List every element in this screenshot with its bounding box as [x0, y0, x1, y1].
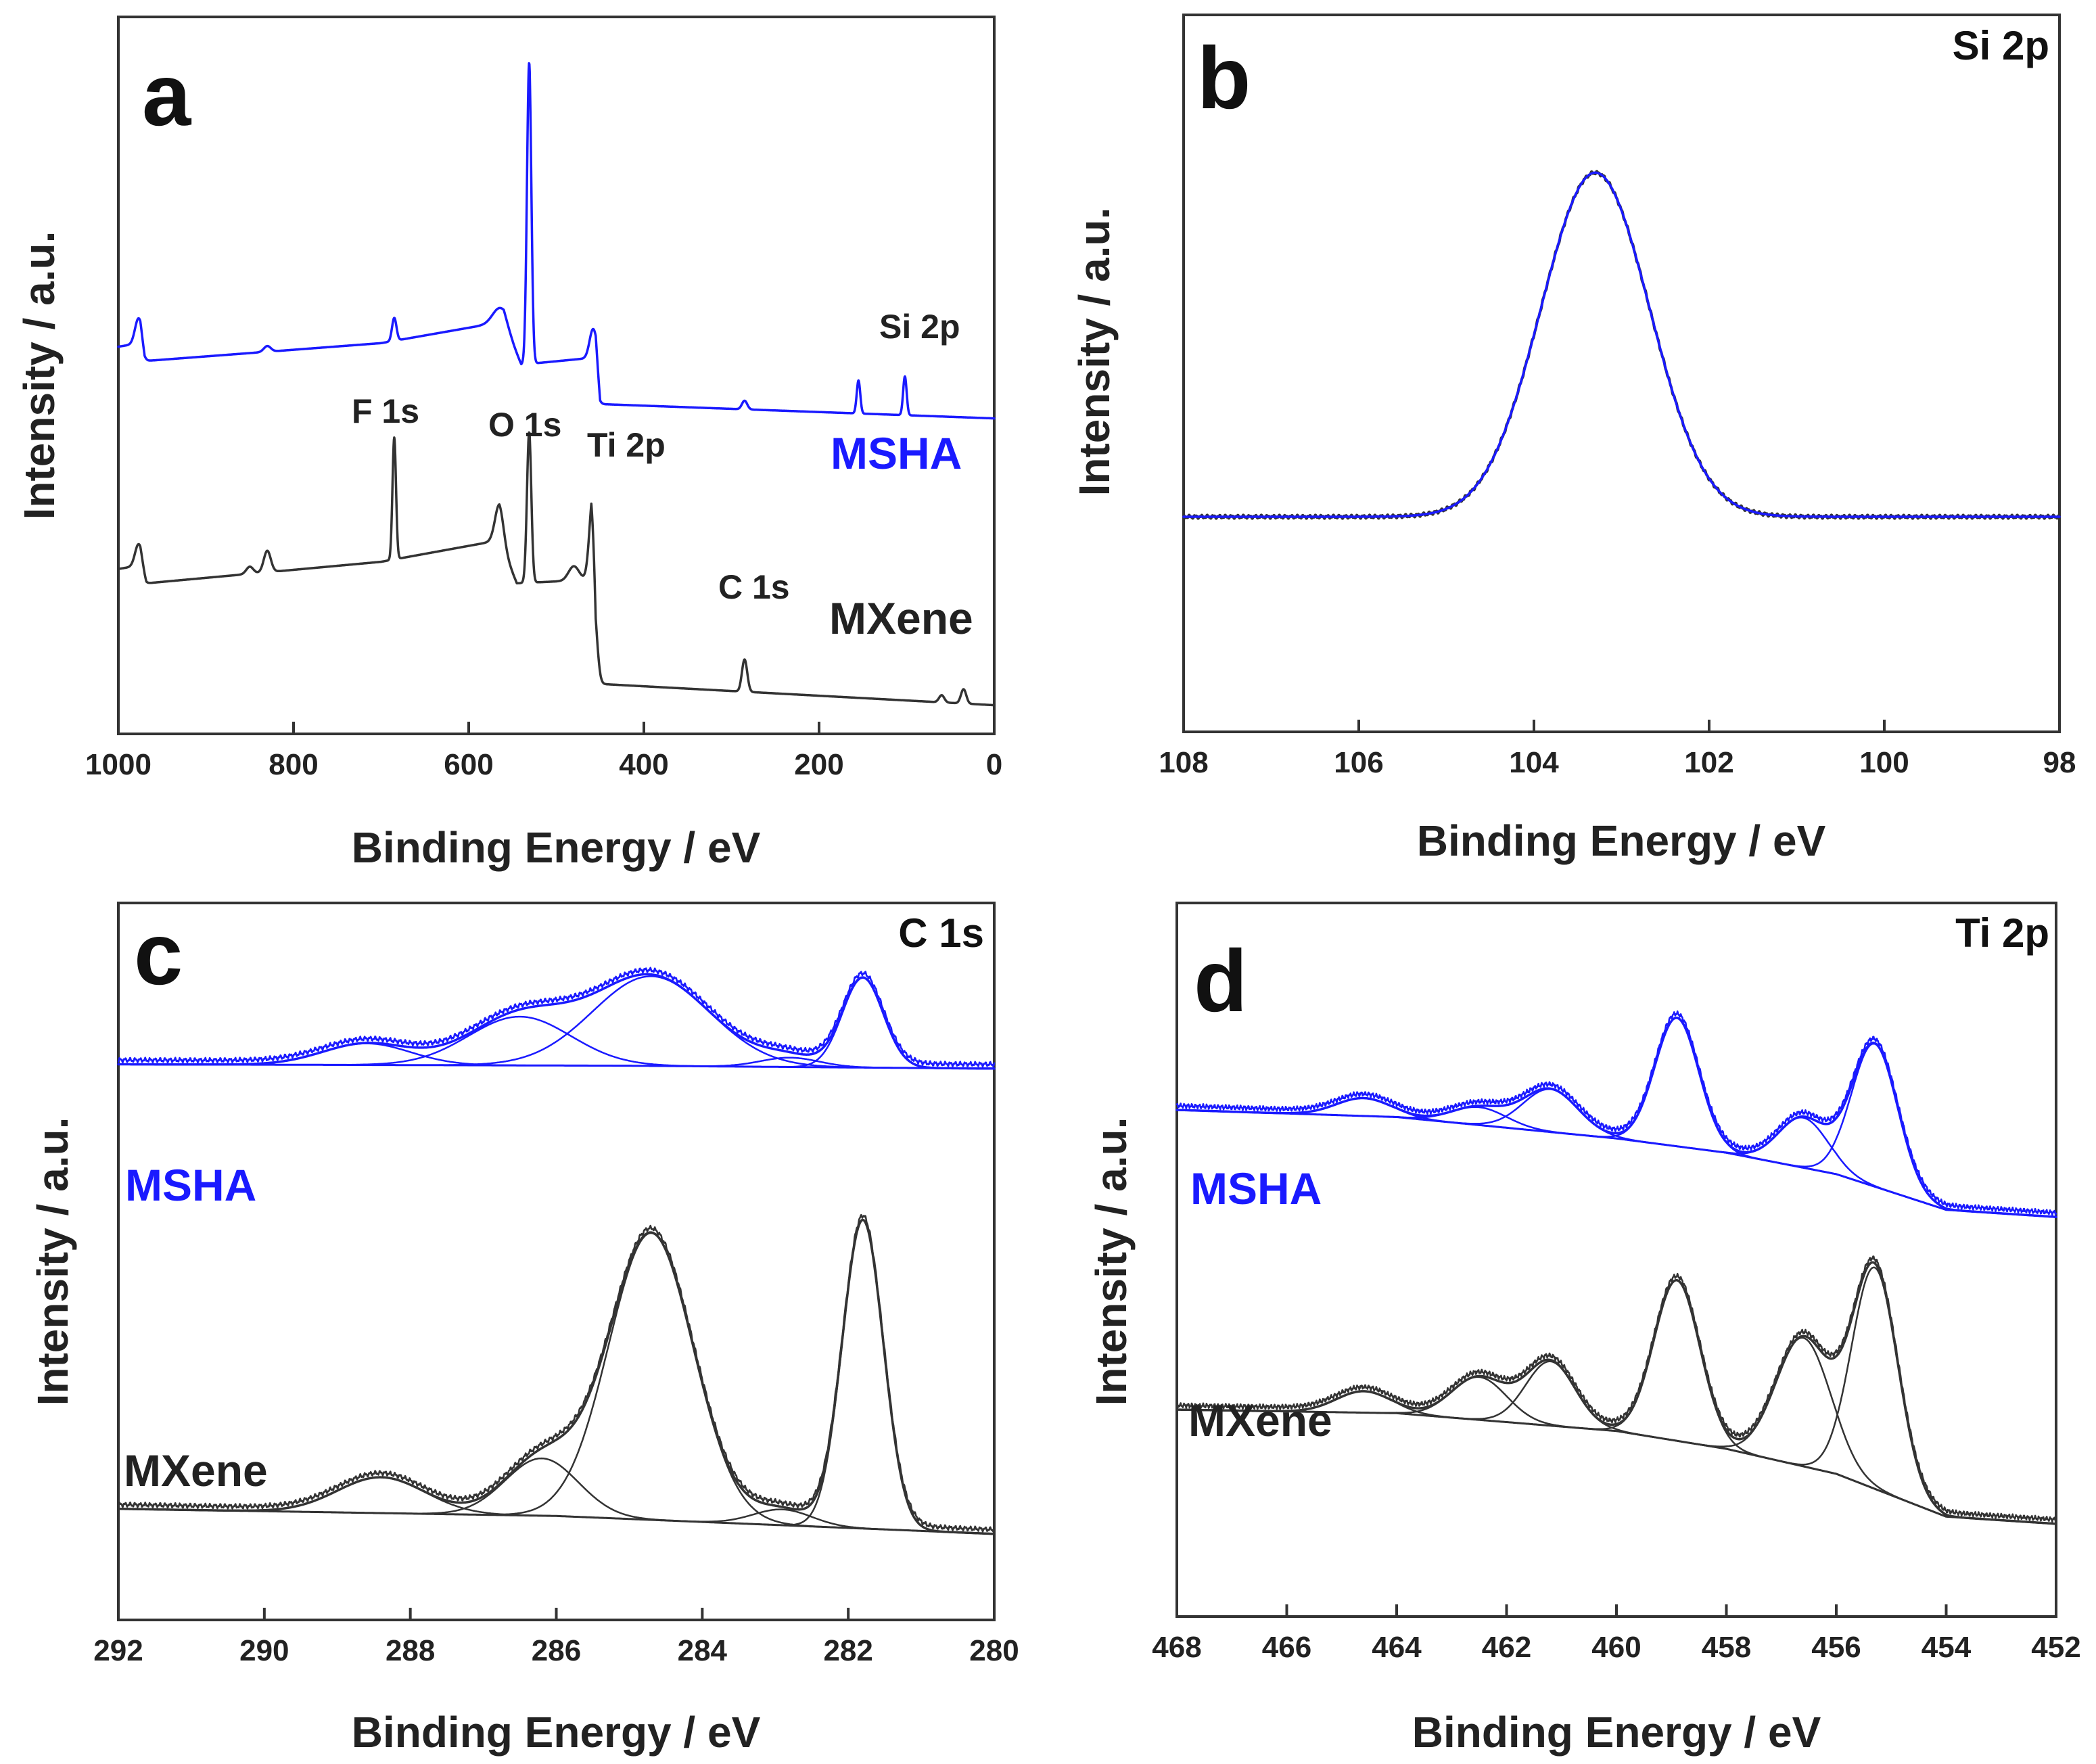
panel-c-tick-label: 292 — [93, 1634, 143, 1667]
fit-mxene-raw — [1175, 1255, 2057, 1523]
fit-mxene-raw — [117, 1213, 996, 1533]
panel-c-curves — [117, 967, 996, 1535]
fit-msha-raw — [117, 967, 996, 1068]
panel-c-mxene-label: MXene — [124, 1445, 268, 1495]
panel-a-msha-label: MSHA — [831, 428, 962, 478]
panel-d-tick-label: 458 — [1702, 1631, 1751, 1664]
panel-b-title: Si 2p — [1953, 23, 2049, 68]
panel-b-tick-label: 108 — [1159, 746, 1208, 779]
panel-d-tick-label: 468 — [1152, 1631, 1201, 1664]
series-fit-line — [1182, 171, 2061, 518]
panel-c-plot-frame — [117, 902, 996, 1621]
fit-msha-raw — [1175, 1010, 2057, 1216]
panel-a-letter: a — [142, 45, 192, 144]
panel-a-x-label: Binding Energy / eV — [352, 823, 761, 872]
panel-c-tick-label: 286 — [532, 1634, 581, 1667]
panel-a-plot-frame — [117, 16, 996, 735]
panel-d-x-ticks: 468 466 464 462 460 458 456 454 452 — [1152, 1604, 2081, 1664]
panel-a-mxene-label: MXene — [829, 593, 973, 643]
panel-a-tick-label: 0 — [986, 748, 1002, 781]
panel-d-tick-label: 464 — [1372, 1631, 1422, 1664]
panel-b-plot-frame — [1182, 14, 2061, 733]
panel-c-x-ticks: 292 290 288 286 284 282 280 — [93, 1608, 1019, 1667]
annotation-o1s: O 1s — [488, 406, 561, 444]
panel-b-tick-label: 100 — [1859, 746, 1909, 779]
panel-d-x-label: Binding Energy / eV — [1412, 1708, 1821, 1757]
panel-b-curves — [1182, 170, 2061, 520]
panel-c-tick-label: 288 — [386, 1634, 435, 1667]
fit-msha-envelope — [1175, 1017, 2057, 1218]
panel-d-title: Ti 2p — [1955, 910, 2049, 956]
panel-c-tick-label: 290 — [239, 1634, 289, 1667]
panel-d-y-label: Intensity / a.u. — [1087, 1117, 1136, 1406]
panel-b-tick-label: 104 — [1509, 746, 1559, 779]
panel-d-tick-label: 454 — [1922, 1631, 1972, 1664]
series-raw-line — [1182, 170, 2061, 520]
fit-msha-component — [117, 977, 996, 1070]
panel-a-curves — [117, 62, 996, 707]
annotation-f1s: F 1s — [352, 392, 419, 430]
panel-b-y-label: Intensity / a.u. — [1070, 208, 1119, 496]
panel-b-si2p: 108 106 104 102 100 98 b Si 2p Binding Energy… — [1070, 14, 2076, 865]
series-mxene-line — [117, 431, 996, 707]
annotation-si2p: Si 2p — [879, 308, 960, 346]
panel-d-tick-label: 466 — [1262, 1631, 1311, 1664]
panel-c-y-label: Intensity / a.u. — [28, 1117, 77, 1406]
panel-c-tick-label: 284 — [678, 1634, 728, 1667]
panel-a-tick-label: 1000 — [85, 748, 152, 781]
panel-c-title: C 1s — [898, 910, 984, 956]
panel-a-y-label: Intensity / a.u. — [15, 231, 64, 520]
panel-a-tick-label: 800 — [269, 748, 318, 781]
panel-d-tick-label: 462 — [1482, 1631, 1531, 1664]
fit-msha-component — [117, 1015, 996, 1070]
panel-d-tick-label: 460 — [1591, 1631, 1641, 1664]
series-msha-line — [117, 62, 996, 420]
panel-d-msha-label: MSHA — [1190, 1163, 1322, 1213]
fit-msha-envelope — [117, 973, 996, 1070]
panel-d-ti2p: 468 466 464 462 460 458 456 454 452 d Ti 2p MSHA… — [1087, 902, 2081, 1757]
panel-b-tick-label: 102 — [1684, 746, 1733, 779]
panel-a-tick-label: 400 — [619, 748, 668, 781]
panel-b-x-label: Binding Energy / eV — [1417, 816, 1826, 865]
panel-c-tick-label: 280 — [969, 1634, 1019, 1667]
annotation-ti2p: Ti 2p — [587, 426, 666, 464]
fit-msha-component — [117, 975, 996, 1070]
panel-d-tick-label: 456 — [1811, 1631, 1861, 1664]
panel-a-tick-label: 200 — [794, 748, 843, 781]
panel-d-plot-frame — [1175, 902, 2057, 1618]
panel-b-tick-label: 98 — [2043, 746, 2076, 779]
panel-d-mxene-label: MXene — [1188, 1395, 1332, 1445]
panel-b-tick-label: 106 — [1334, 746, 1383, 779]
panel-d-tick-label: 452 — [2031, 1631, 2080, 1664]
fit-mxene-envelope — [1175, 1261, 2057, 1525]
panel-a-x-ticks: 1000 800 600 400 200 0 — [85, 722, 1002, 781]
panel-c-msha-label: MSHA — [125, 1160, 256, 1210]
panel-c-c1s: 292 290 288 286 284 282 280 c C 1s MSHA MXene … — [28, 902, 1019, 1757]
panel-a-tick-label: 600 — [444, 748, 493, 781]
panel-d-letter: d — [1194, 931, 1247, 1030]
panel-c-tick-label: 282 — [823, 1634, 872, 1667]
panel-a-survey: 1000 800 600 400 200 0 a F 1s O 1s Ti 2p C 1s… — [15, 16, 1002, 872]
panel-b-letter: b — [1197, 28, 1251, 127]
panel-c-letter: c — [134, 904, 183, 1003]
panel-c-x-label: Binding Energy / eV — [352, 1708, 761, 1757]
panel-d-curves — [1175, 1010, 2057, 1525]
fit-mxene-background — [117, 1508, 996, 1535]
panel-b-x-ticks: 108 106 104 102 100 98 — [1159, 720, 2076, 779]
fit-mxene-component — [117, 1508, 996, 1535]
annotation-c1s: C 1s — [718, 568, 790, 606]
